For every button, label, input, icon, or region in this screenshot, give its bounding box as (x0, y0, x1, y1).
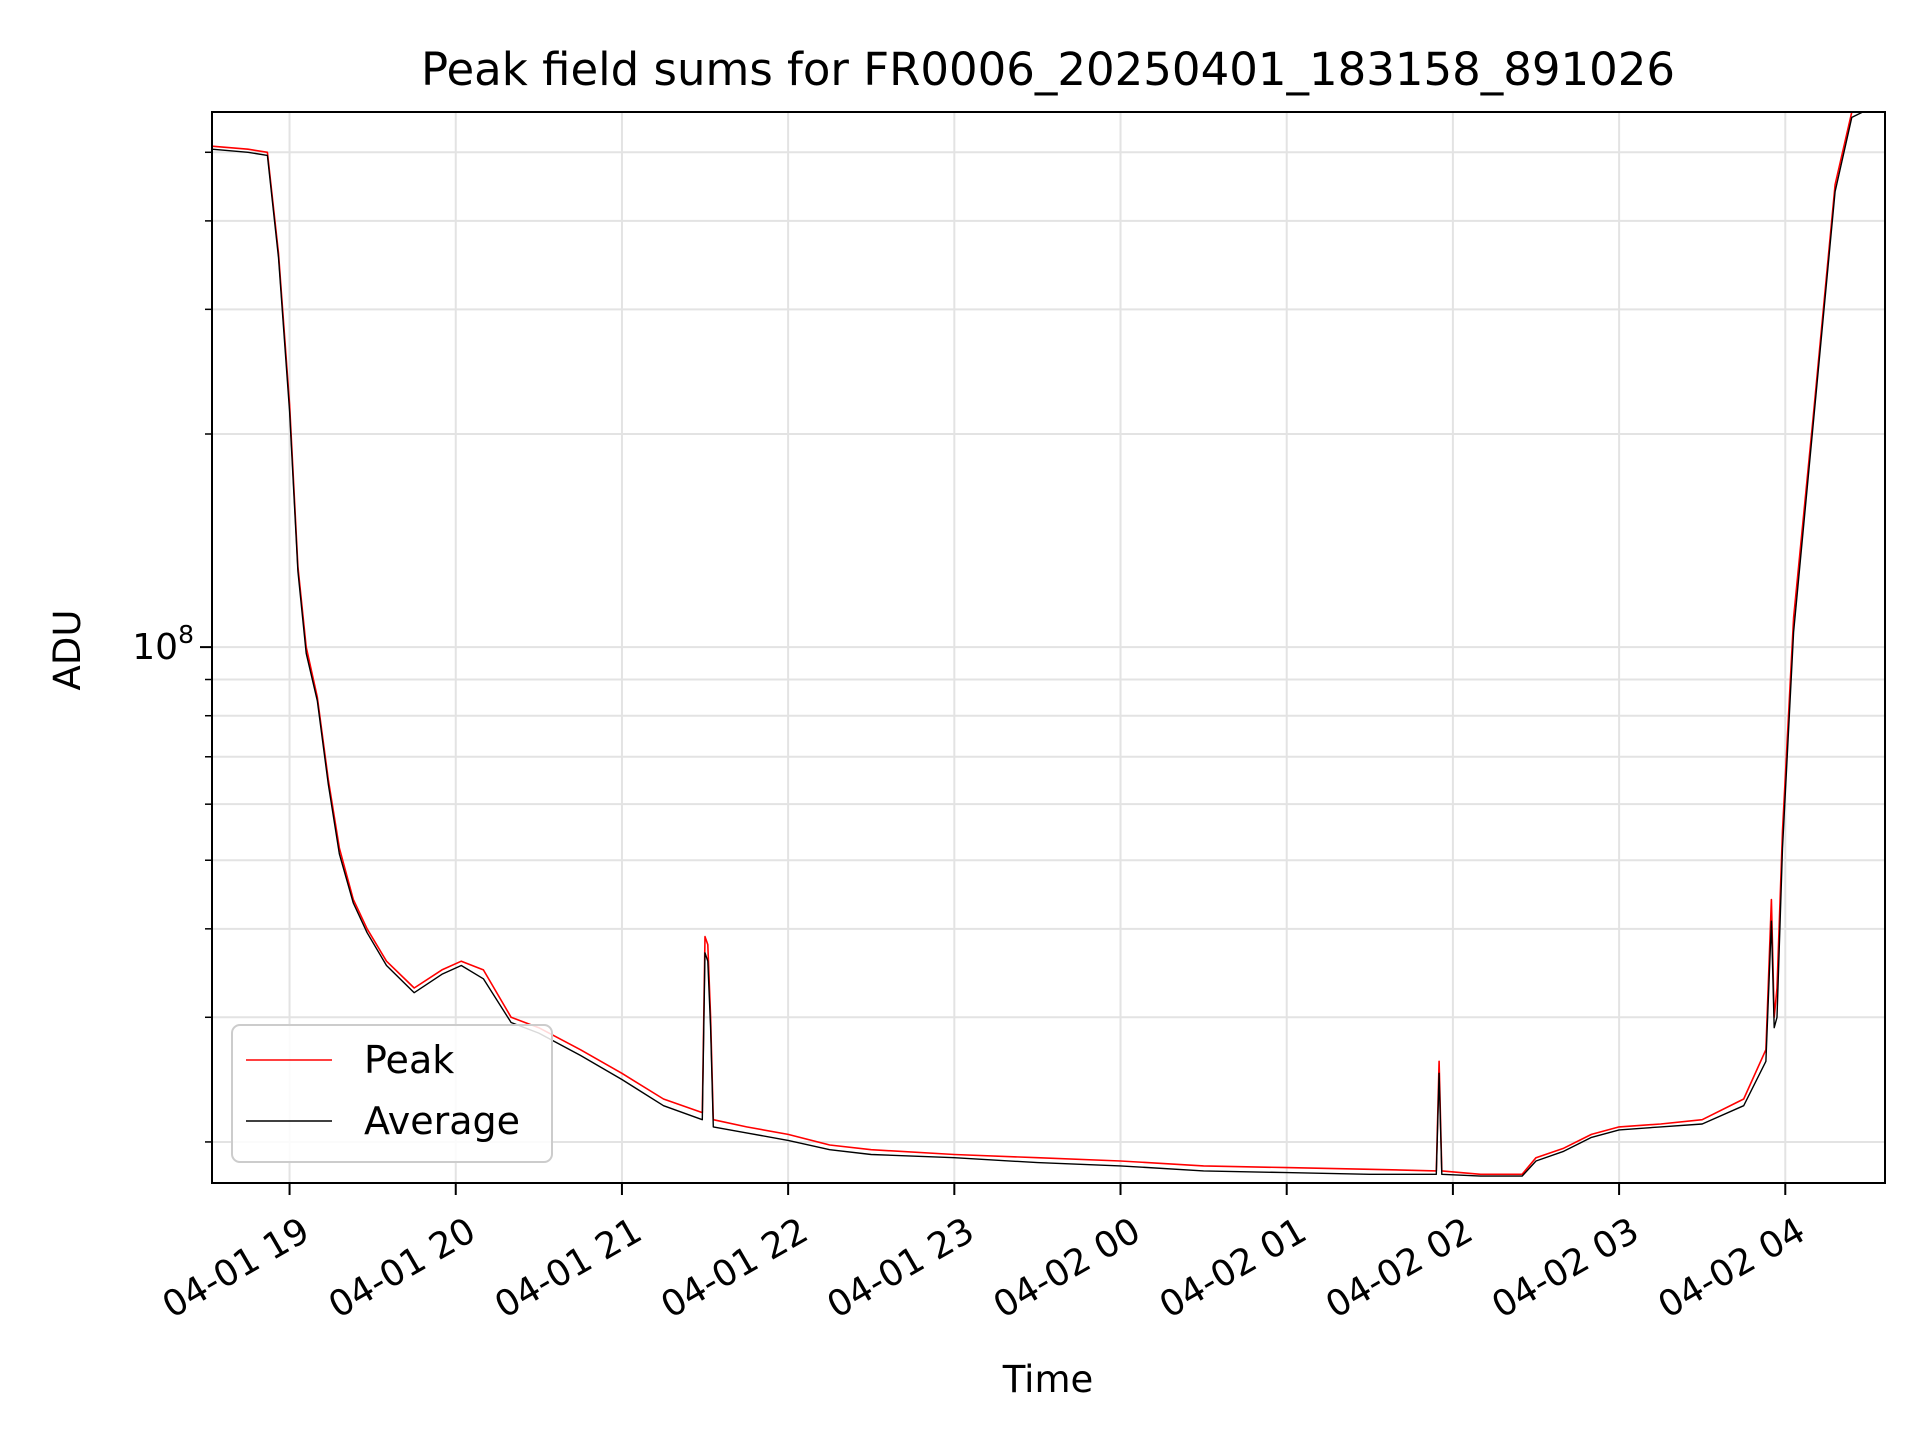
series-line-average (211, 111, 1864, 1177)
y-tick-base: 10 (132, 627, 178, 668)
legend-box (231, 1024, 553, 1163)
legend: Peak Average (231, 1024, 553, 1163)
series-layer (211, 111, 1864, 1177)
y-tick-exponent: 8 (178, 620, 194, 649)
series-line-peak (211, 111, 1863, 1176)
y-axis-label: ADU (46, 610, 89, 691)
legend-peak-label: Peak (364, 1038, 454, 1082)
chart-title: Peak field sums for FR0006_20250401_1831… (421, 43, 1675, 96)
grid-layer (212, 112, 1885, 1183)
legend-average-label: Average (364, 1099, 520, 1143)
y-tick-label: 108 (132, 620, 194, 668)
x-axis-label: Time (1002, 1358, 1094, 1401)
